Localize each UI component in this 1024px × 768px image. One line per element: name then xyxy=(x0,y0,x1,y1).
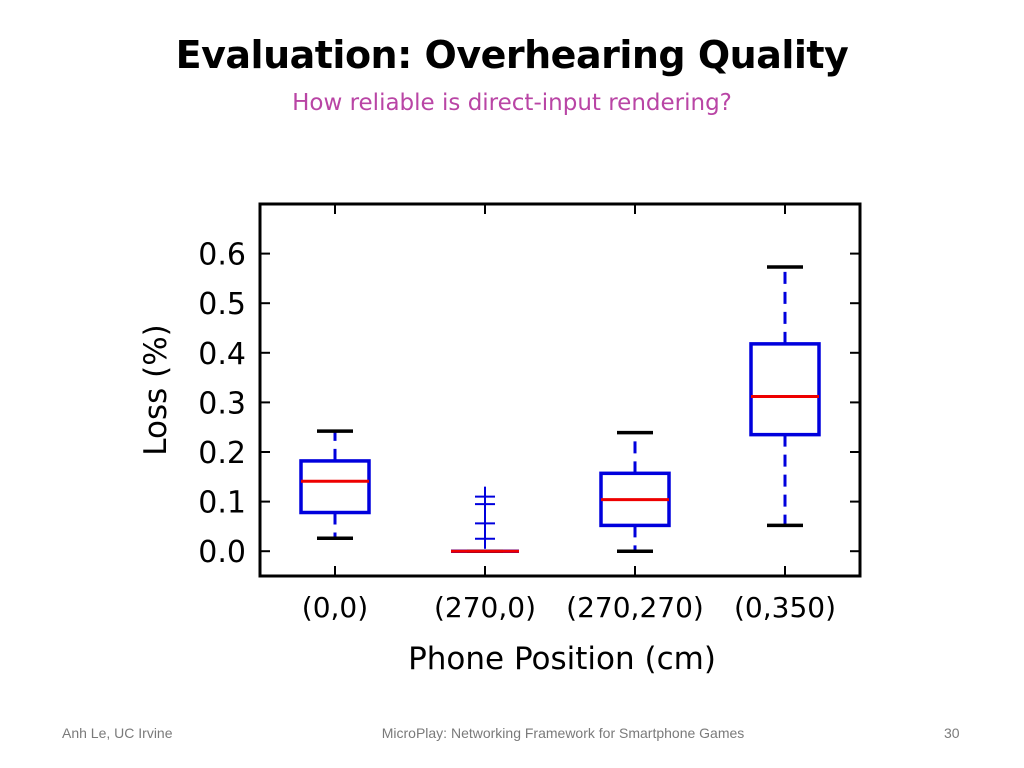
y-tick-label: 0.5 xyxy=(198,287,246,322)
box-iqr xyxy=(299,459,371,515)
y-tick-label: 0.1 xyxy=(198,486,246,521)
y-tick-label: 0.3 xyxy=(198,386,246,421)
x-axis-label: Phone Position (cm) xyxy=(408,641,716,677)
y-tick-label: 0.0 xyxy=(198,535,246,570)
box-iqr xyxy=(749,342,821,437)
x-tick-label: (270,270) xyxy=(566,591,704,624)
slide-subtitle: How reliable is direct-input rendering? xyxy=(292,90,732,116)
x-tick-label: (0,0) xyxy=(302,591,368,624)
x-tick-label: (270,0) xyxy=(434,591,536,624)
y-tick-label: 0.6 xyxy=(198,238,246,273)
y-tick-label: 0.4 xyxy=(198,337,246,372)
footer-presentation-title: MicroPlay: Networking Framework for Smar… xyxy=(381,725,745,741)
y-tick-label: 0.2 xyxy=(198,436,246,471)
footer-page-number: 30 xyxy=(944,725,960,741)
x-tick-label: (0,350) xyxy=(734,591,836,624)
footer-author: Anh Le, UC Irvine xyxy=(62,725,173,741)
slide-title: Evaluation: Overhearing Quality xyxy=(175,33,849,77)
y-axis-label: Loss (%) xyxy=(138,324,174,456)
plot-frame xyxy=(258,202,862,578)
